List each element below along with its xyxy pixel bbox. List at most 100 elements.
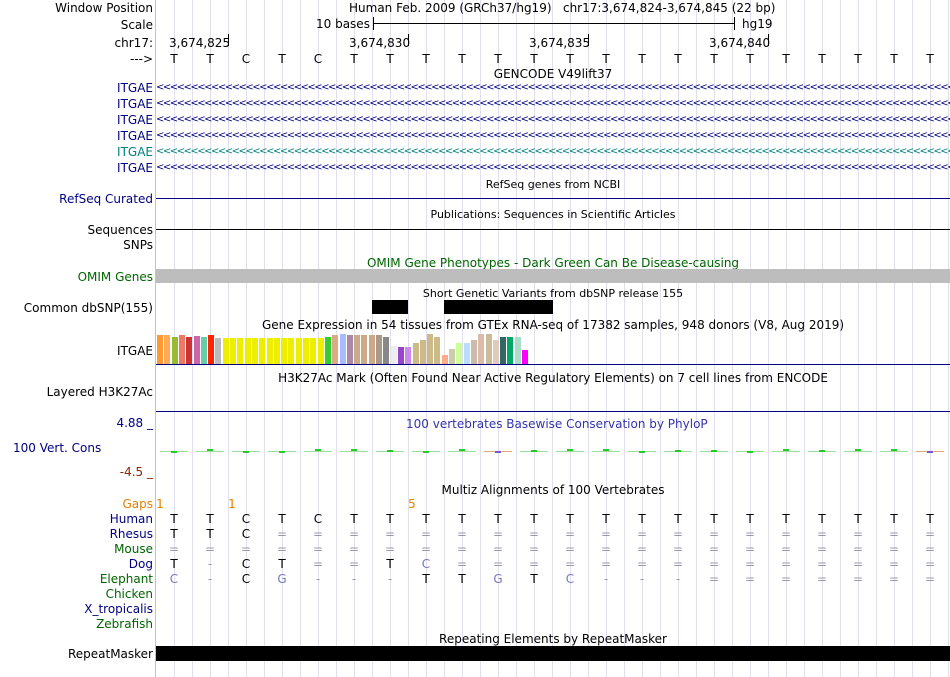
phylop-value-bar[interactable]: [567, 449, 573, 452]
reference-base[interactable]: T: [386, 52, 394, 66]
phylop-value-bar[interactable]: [639, 450, 645, 453]
species-label[interactable]: Dog: [128, 557, 153, 571]
gencode-transcript-arrows[interactable]: <<<<<<<<<<<<<<<<<<<<<<<<<<<<<<<<<<<<<<<<…: [156, 162, 950, 173]
gtex-tissue-bar[interactable]: [230, 338, 236, 364]
species-label[interactable]: Human: [109, 512, 153, 526]
gtex-tissue-bar[interactable]: [412, 343, 419, 364]
gtex-tissue-bar[interactable]: [405, 347, 412, 364]
gtex-tissue-bar[interactable]: [500, 337, 507, 364]
reference-base[interactable]: T: [458, 52, 466, 66]
gtex-tissue-bar[interactable]: [354, 335, 361, 364]
gtex-tissue-bar[interactable]: [266, 338, 273, 364]
gtex-tissue-bar[interactable]: [397, 347, 404, 364]
phylop-value-bar[interactable]: [207, 449, 213, 452]
gencode-transcript-label[interactable]: ITGAE: [117, 129, 153, 143]
gencode-transcript-label[interactable]: ITGAE: [117, 81, 153, 95]
reference-base[interactable]: T: [530, 52, 538, 66]
reference-base[interactable]: C: [313, 52, 323, 66]
omim-label[interactable]: OMIM Genes: [77, 270, 153, 284]
phylop-label[interactable]: 100 Vert. Cons: [13, 441, 102, 455]
gtex-tissue-bar[interactable]: [332, 335, 339, 364]
reference-base[interactable]: T: [890, 52, 898, 66]
gtex-tissue-bar[interactable]: [485, 334, 492, 364]
phylop-value-bar[interactable]: [243, 451, 249, 453]
phylop-value-bar[interactable]: [459, 448, 465, 451]
phylop-value-bar[interactable]: [603, 449, 609, 452]
species-label[interactable]: Chicken: [105, 587, 153, 601]
reference-base[interactable]: C: [241, 52, 251, 66]
gtex-tissue-bar[interactable]: [376, 335, 382, 364]
gencode-transcript-label[interactable]: ITGAE: [117, 97, 153, 111]
publications-label[interactable]: Sequences: [87, 223, 153, 237]
reference-base[interactable]: T: [674, 52, 682, 66]
reference-base[interactable]: T: [818, 52, 826, 66]
gtex-tissue-bar[interactable]: [281, 338, 288, 364]
gtex-tissue-bar[interactable]: [178, 335, 185, 364]
reference-base[interactable]: T: [170, 52, 178, 66]
gtex-tissue-bar[interactable]: [368, 335, 375, 364]
gtex-tissue-bar[interactable]: [419, 340, 426, 364]
reference-base[interactable]: T: [494, 52, 502, 66]
reference-base[interactable]: T: [638, 52, 646, 66]
gtex-tissue-bar[interactable]: [310, 338, 317, 364]
refseq-label[interactable]: RefSeq Curated: [59, 192, 153, 206]
phylop-value-bar[interactable]: [315, 449, 321, 452]
gtex-tissue-bar[interactable]: [449, 349, 455, 364]
h3k27ac-label[interactable]: Layered H3K27Ac: [46, 385, 153, 399]
phylop-value-bar[interactable]: [171, 451, 177, 453]
phylop-value-bar[interactable]: [675, 449, 681, 452]
gencode-transcript-arrows[interactable]: <<<<<<<<<<<<<<<<<<<<<<<<<<<<<<<<<<<<<<<<…: [156, 114, 950, 125]
species-label[interactable]: Rhesus: [109, 527, 153, 541]
phylop-value-bar[interactable]: [927, 451, 933, 453]
gencode-transcript-arrows[interactable]: <<<<<<<<<<<<<<<<<<<<<<<<<<<<<<<<<<<<<<<<…: [156, 98, 950, 109]
gtex-tissue-bar[interactable]: [237, 338, 244, 364]
gencode-transcript-arrows[interactable]: <<<<<<<<<<<<<<<<<<<<<<<<<<<<<<<<<<<<<<<<…: [156, 82, 950, 93]
gtex-tissue-bar[interactable]: [390, 346, 397, 364]
gtex-tissue-bar[interactable]: [157, 335, 163, 364]
repeatmasker-bar[interactable]: [156, 646, 950, 661]
reference-base[interactable]: T: [566, 52, 574, 66]
gtex-tissue-bar[interactable]: [324, 337, 331, 364]
gtex-tissue-bar[interactable]: [361, 335, 368, 364]
species-label[interactable]: Elephant: [99, 572, 153, 586]
gtex-tissue-bar[interactable]: [208, 335, 215, 364]
phylop-value-bar[interactable]: [855, 449, 861, 452]
reference-base[interactable]: T: [854, 52, 862, 66]
phylop-value-bar[interactable]: [819, 449, 825, 452]
gtex-label[interactable]: ITGAE: [117, 344, 153, 358]
gtex-tissue-bar[interactable]: [507, 337, 514, 364]
phylop-value-bar[interactable]: [495, 451, 501, 454]
gtex-tissue-bar[interactable]: [463, 343, 470, 364]
gtex-tissue-bar[interactable]: [346, 335, 353, 364]
gencode-transcript-arrows[interactable]: <<<<<<<<<<<<<<<<<<<<<<<<<<<<<<<<<<<<<<<<…: [156, 146, 950, 157]
repeatmasker-label[interactable]: RepeatMasker: [67, 647, 153, 661]
dbsnp-variant[interactable]: [372, 300, 408, 314]
phylop-value-bar[interactable]: [279, 451, 285, 453]
gtex-tissue-bar[interactable]: [193, 336, 200, 364]
species-label[interactable]: Zebrafish: [96, 617, 153, 631]
gtex-tissue-bar[interactable]: [441, 355, 448, 364]
gtex-tissue-bar[interactable]: [273, 338, 280, 364]
species-label[interactable]: Mouse: [114, 542, 153, 556]
gtex-tissue-bar[interactable]: [303, 338, 309, 364]
gtex-tissue-bar[interactable]: [251, 338, 258, 364]
gtex-tissue-bar[interactable]: [492, 340, 499, 364]
gencode-transcript-label[interactable]: ITGAE: [117, 113, 153, 127]
gtex-tissue-bar[interactable]: [259, 338, 266, 364]
gtex-tissue-bar[interactable]: [456, 343, 463, 364]
phylop-value-bar[interactable]: [351, 449, 357, 452]
reference-base[interactable]: T: [782, 52, 790, 66]
phylop-value-bar[interactable]: [747, 450, 753, 453]
gtex-tissue-bar[interactable]: [222, 338, 229, 364]
reference-base[interactable]: T: [926, 52, 934, 66]
phylop-value-bar[interactable]: [783, 449, 789, 452]
gtex-tissue-bar[interactable]: [200, 337, 207, 364]
gtex-tissue-bar[interactable]: [478, 334, 485, 364]
dbsnp-variant[interactable]: [444, 300, 553, 314]
publications-line[interactable]: [156, 229, 950, 230]
gtex-tissue-bar[interactable]: [514, 337, 521, 364]
gtex-tissue-bar[interactable]: [434, 337, 441, 364]
phylop-value-bar[interactable]: [711, 449, 717, 452]
dbsnp-label[interactable]: Common dbSNP(155): [23, 301, 153, 315]
species-label[interactable]: X_tropicalis: [84, 602, 153, 616]
